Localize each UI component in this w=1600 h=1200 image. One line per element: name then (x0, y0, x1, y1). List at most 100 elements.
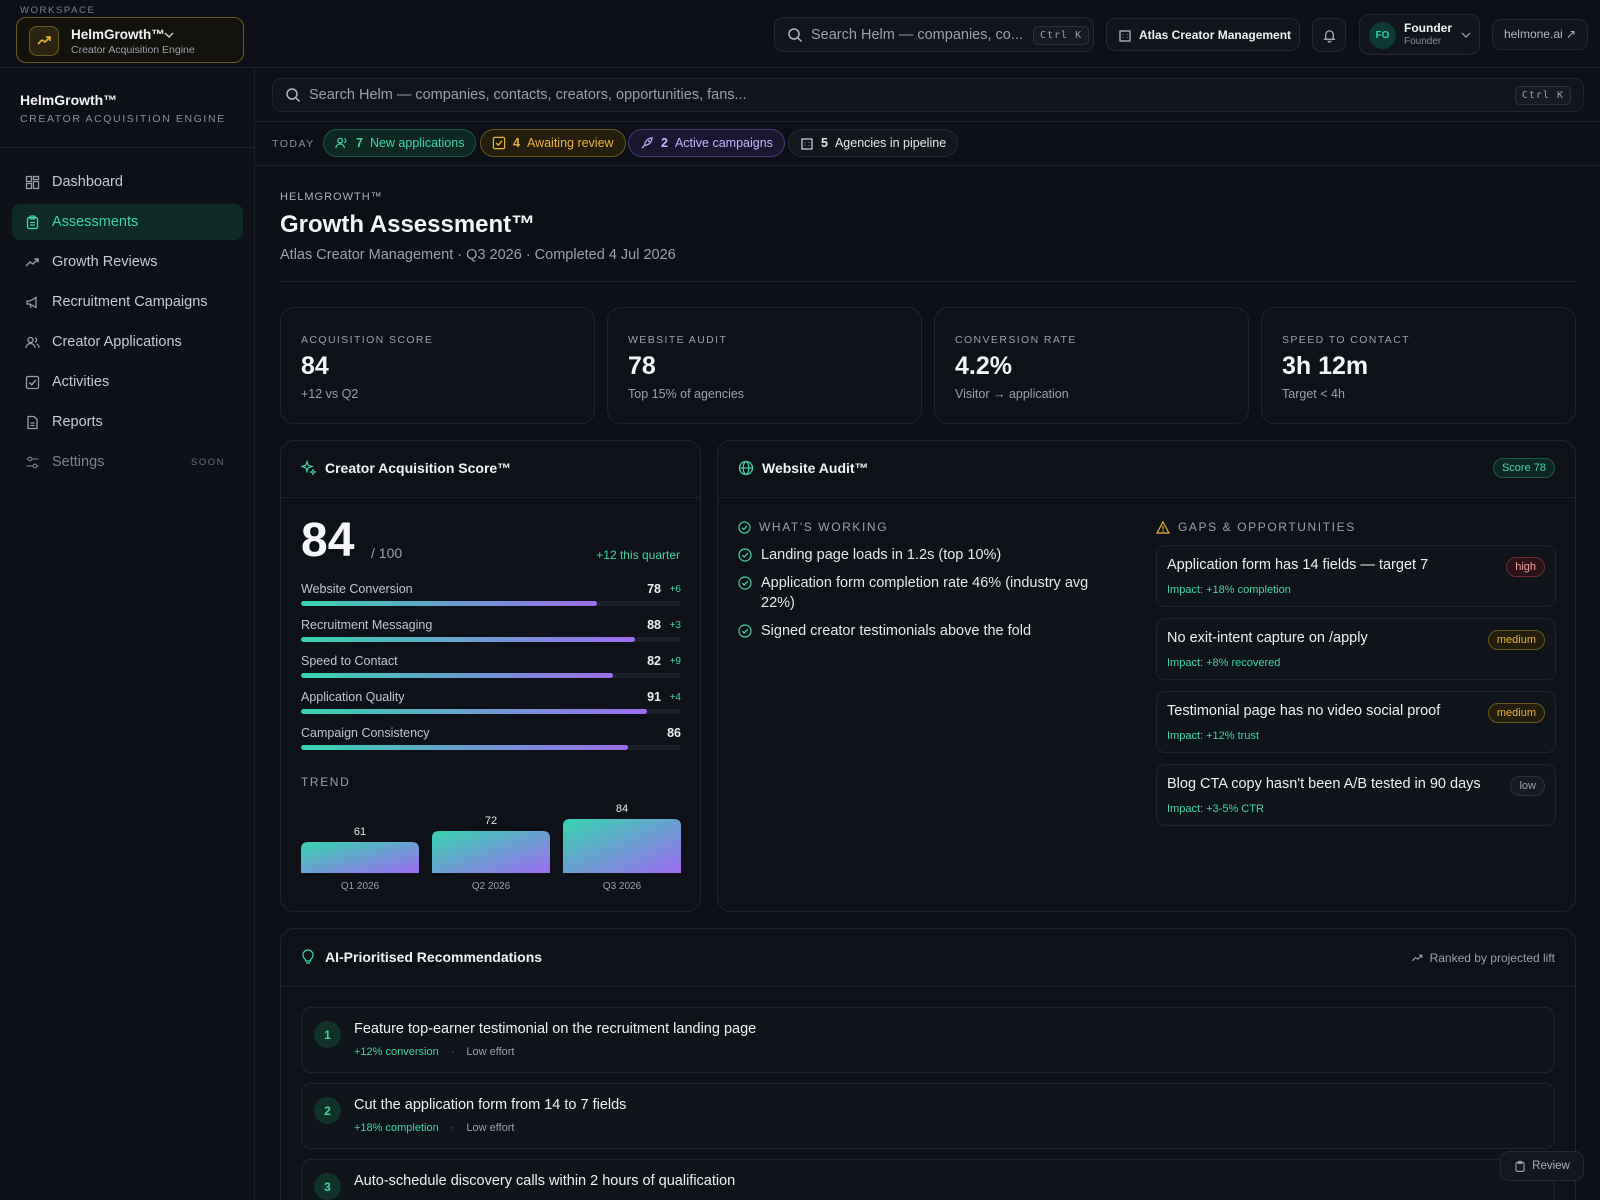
search-placeholder: Search Helm — companies, co... (811, 27, 1023, 43)
users-icon (25, 335, 40, 350)
chip-active-campaigns[interactable]: 2 Active campaigns (628, 129, 785, 157)
gap-item[interactable]: No exit-intent capture on /apply Impact:… (1156, 618, 1556, 680)
kpi-value: 84 (301, 352, 329, 380)
metric-label: Recruitment Messaging (301, 618, 433, 632)
acquisition-score-value: 84 (301, 514, 355, 567)
metric-application-quality: Application Quality 91 +4 (301, 690, 681, 720)
workspace-switcher[interactable]: HelmGrowth™ Creator Acquisition Engine (16, 17, 244, 63)
kpi-conversion-rate: CONVERSION RATE 4.2% Visitor → applicati… (934, 307, 1249, 424)
sidebar-item-settings[interactable]: Settings SOON (12, 444, 243, 480)
progress-fill (301, 709, 647, 714)
lightbulb-icon (301, 949, 315, 965)
organization-selector[interactable]: Atlas Creator Management (1106, 18, 1300, 51)
recommendation-item[interactable]: 3 Auto-schedule discovery calls within 2… (301, 1159, 1555, 1200)
gap-item[interactable]: Testimonial page has no video social pro… (1156, 691, 1556, 753)
sliders-icon (25, 455, 40, 470)
chip-label: New applications (369, 136, 465, 150)
notifications-button[interactable] (1312, 18, 1346, 52)
rank-number: 3 (314, 1173, 341, 1200)
top-bar: WORKSPACE HelmGrowth™ Creator Acquisitio… (0, 0, 1600, 68)
review-button[interactable]: Review (1500, 1151, 1584, 1181)
sidebar-item-recruitment-campaigns[interactable]: Recruitment Campaigns (12, 284, 243, 320)
metric-value: 82 (647, 654, 661, 668)
sidebar-item-reports[interactable]: Reports (12, 404, 243, 440)
search-shortcut: Ctrl K (1033, 26, 1090, 45)
user-menu[interactable]: FO Founder Founder (1359, 14, 1480, 55)
metric-label: Speed to Contact (301, 654, 398, 668)
gap-impact: Impact: +8% recovered (1167, 657, 1281, 669)
chip-count: 7 (356, 136, 363, 150)
sidebar-item-label: Creator Applications (52, 334, 182, 350)
gap-title: Application form has 14 fields — target … (1167, 557, 1429, 573)
divider (280, 281, 1576, 282)
section-title: WHAT'S WORKING (759, 520, 889, 534)
working-item: Signed creator testimonials above the fo… (738, 621, 1118, 641)
progress-fill (301, 637, 636, 642)
recommendation-title: Auto-schedule discovery calls within 2 h… (354, 1173, 736, 1189)
rank-number: 1 (314, 1021, 341, 1048)
priority-badge: medium (1487, 703, 1545, 723)
card-title: AI-Prioritised Recommendations (325, 949, 543, 965)
working-item-text: Application form completion rate 46% (in… (761, 575, 1089, 611)
progress-fill (301, 601, 598, 606)
globe-icon (738, 460, 754, 476)
today-label: TODAY (272, 138, 315, 150)
sidebar-item-label: Growth Reviews (52, 254, 158, 270)
trend-category-label: Q1 2026 (341, 881, 380, 891)
recommendation-item[interactable]: 2 Cut the application form from 14 to 7 … (301, 1083, 1555, 1149)
search-placeholder: Search Helm — companies, contacts, creat… (309, 87, 747, 103)
warning-icon (1156, 520, 1170, 534)
kpi-note: Target < 4h (1282, 387, 1345, 401)
progress-track (301, 601, 681, 606)
main-search-input[interactable]: Search Helm — companies, contacts, creat… (272, 78, 1584, 112)
kpi-note: Visitor → application (955, 387, 1069, 401)
kpi-label: ACQUISITION SCORE (301, 334, 434, 346)
progress-track (301, 637, 681, 642)
trend-bar-chart: 61 Q1 2026 72 Q2 2026 84 Q3 2026 (301, 803, 681, 891)
sidebar-item-dashboard[interactable]: Dashboard (12, 164, 243, 200)
gap-item[interactable]: Application form has 14 fields — target … (1156, 545, 1556, 607)
today-summary-bar: TODAY 7 New applications 4 Awaiting review… (255, 121, 1600, 166)
trend-value-label: 84 (616, 803, 628, 815)
working-item-text: Signed creator testimonials above the fo… (761, 623, 1032, 639)
kpi-value: 3h 12m (1282, 352, 1369, 380)
building-icon (801, 138, 813, 150)
chip-awaiting-review[interactable]: 4 Awaiting review (480, 129, 626, 157)
kpi-speed-to-contact: SPEED TO CONTACT 3h 12m Target < 4h (1261, 307, 1576, 424)
trend-icon (25, 255, 40, 270)
chip-agencies-pipeline[interactable]: 5 Agencies in pipeline (788, 129, 959, 157)
sidebar: HelmGrowth™ CREATOR ACQUISITION ENGINE D… (0, 68, 255, 1200)
recommendation-item[interactable]: 1 Feature top-earner testimonial on the … (301, 1007, 1555, 1073)
chevron-down-icon (1460, 29, 1472, 41)
sidebar-item-growth-reviews[interactable]: Growth Reviews (12, 244, 243, 280)
kpi-website-audit: WEBSITE AUDIT 78 Top 15% of agencies (607, 307, 922, 424)
metric-recruitment-messaging: Recruitment Messaging 88 +3 (301, 618, 681, 648)
sidebar-brand: HelmGrowth™ (20, 92, 118, 108)
chip-new-applications[interactable]: 7 New applications (323, 129, 477, 157)
gap-title: Blog CTA copy hasn't been A/B tested in … (1167, 776, 1481, 792)
metric-value: 88 (647, 618, 661, 632)
gap-item[interactable]: Blog CTA copy hasn't been A/B tested in … (1156, 764, 1556, 826)
user-role: Founder (1404, 36, 1442, 47)
card-title: Website Audit™ (762, 460, 869, 476)
metric-label: Application Quality (301, 690, 405, 704)
dashboard-icon (25, 175, 40, 190)
sidebar-item-assessments[interactable]: Assessments (12, 204, 243, 240)
global-search-input[interactable]: Search Helm — companies, co... Ctrl K (774, 17, 1094, 52)
effort-level: Low effort (466, 1046, 515, 1058)
sidebar-item-activities[interactable]: Activities (12, 364, 243, 400)
external-site-link[interactable]: helmone.ai ↗ (1492, 19, 1588, 50)
sidebar-item-creator-applications[interactable]: Creator Applications (12, 324, 243, 360)
chip-count: 4 (513, 136, 520, 150)
recommendation-title: Cut the application form from 14 to 7 fi… (354, 1097, 627, 1113)
trend-up-icon (29, 26, 59, 56)
metric-speed-to-contact: Speed to Contact 82 +9 (301, 654, 681, 684)
card-header: Creator Acquisition Score™ (281, 441, 700, 498)
metric-value: 91 (647, 690, 661, 704)
priority-badge: low (1510, 776, 1545, 796)
kpi-label: CONVERSION RATE (955, 334, 1077, 346)
sidebar-item-label: Reports (52, 414, 103, 430)
chip-label: Active campaigns (674, 136, 773, 150)
card-title: Creator Acquisition Score™ (325, 460, 512, 476)
gap-impact: Impact: +12% trust (1167, 730, 1260, 742)
